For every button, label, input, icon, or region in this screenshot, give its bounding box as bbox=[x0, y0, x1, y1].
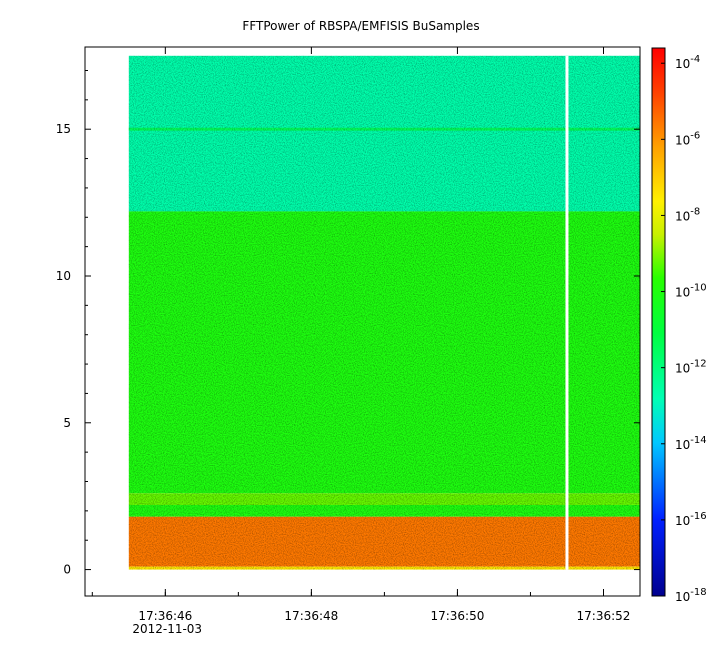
plot-area bbox=[128, 55, 640, 570]
data-gap-line bbox=[565, 55, 569, 570]
colorbar-tick-label: 10-16 bbox=[675, 511, 707, 528]
x-tick-label-3: 17:36:52 bbox=[577, 609, 631, 623]
colorbar-tick-label: 10-12 bbox=[675, 359, 707, 376]
chart-title: FFTPower of RBSPA/EMFISIS BuSamples bbox=[242, 19, 479, 33]
colorbar-tick-label: 10-14 bbox=[675, 435, 707, 452]
y-tick-label-10: 10 bbox=[56, 269, 71, 283]
x-tick-label-2: 17:36:50 bbox=[430, 609, 484, 623]
y-tick-label-0: 0 bbox=[63, 563, 71, 577]
colorbar-tick-label: 10-6 bbox=[675, 130, 700, 147]
x-tick-date-0: 2012-11-03 bbox=[132, 622, 202, 636]
y-axis: 0 5 10 15 bbox=[56, 69, 640, 577]
x-tick-label-0: 17:36:46 bbox=[138, 609, 192, 623]
colorbar-tick-label: 10-18 bbox=[675, 587, 707, 604]
x-tick-label-1: 17:36:48 bbox=[284, 609, 338, 623]
colorbar-bar bbox=[651, 47, 666, 597]
colorbar: 10-4 10-6 10-8 10-10 10-12 10-14 10-16 10-18 bbox=[651, 47, 707, 604]
y-tick-label-15: 15 bbox=[56, 122, 71, 136]
colorbar-tick-label: 10-8 bbox=[675, 206, 700, 223]
colorbar-ticks: 10-4 10-6 10-8 10-10 10-12 10-14 10-16 10-18 bbox=[661, 54, 707, 604]
colorbar-tick-label: 10-10 bbox=[675, 283, 707, 300]
spectrogram-grain bbox=[128, 55, 640, 570]
colorbar-tick-label: 10-4 bbox=[675, 54, 700, 71]
plot-frame bbox=[84, 46, 641, 597]
y-tick-label-5: 5 bbox=[63, 416, 71, 430]
